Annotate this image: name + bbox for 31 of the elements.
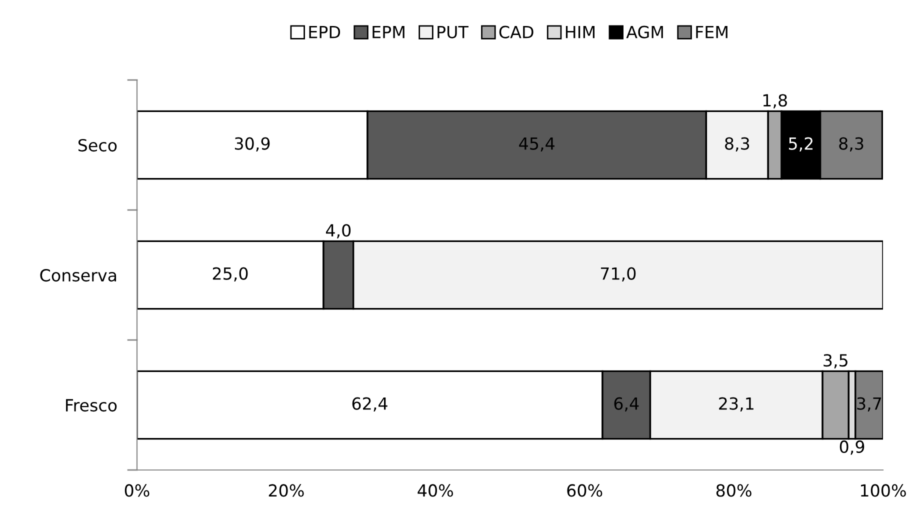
legend-label: EPM (372, 26, 404, 38)
data-label: 5,2 (788, 137, 813, 152)
y-tick-label: Conserva (40, 268, 116, 282)
data-label: 23,1 (719, 397, 754, 412)
x-tick-label: 80% (716, 484, 752, 497)
data-label: 6,4 (614, 397, 639, 412)
data-label: 1,8 (763, 94, 787, 108)
data-label: 25,0 (212, 267, 248, 282)
x-tick-label: 40% (418, 484, 453, 497)
legend-label: FEM (696, 26, 728, 38)
legend-label: CAD (499, 26, 534, 38)
data-label: 3,7 (857, 397, 882, 412)
data-label: 30,9 (234, 137, 270, 152)
x-tick-label: 100% (861, 484, 906, 497)
data-label: 3,5 (824, 354, 848, 368)
data-label: 8,3 (839, 137, 864, 152)
legend-label: AGM (626, 26, 663, 38)
data-label: 4,0 (326, 224, 351, 238)
data-label: 0,9 (840, 440, 864, 455)
x-tick-label: 60% (567, 484, 602, 497)
y-tick-label: Fresco (66, 399, 117, 412)
data-label: 71,0 (600, 267, 636, 282)
data-label: 45,4 (519, 137, 554, 152)
legend-label: PUT (438, 26, 468, 38)
x-tick-label: 20% (268, 484, 304, 497)
x-tick-label: 0% (124, 484, 150, 497)
data-label: 62,4 (352, 397, 388, 412)
legend-label: EPD (309, 26, 340, 38)
legend-label: HIM (566, 26, 595, 38)
y-tick-label: Seco (78, 138, 117, 152)
data-label: 8,3 (725, 137, 750, 152)
